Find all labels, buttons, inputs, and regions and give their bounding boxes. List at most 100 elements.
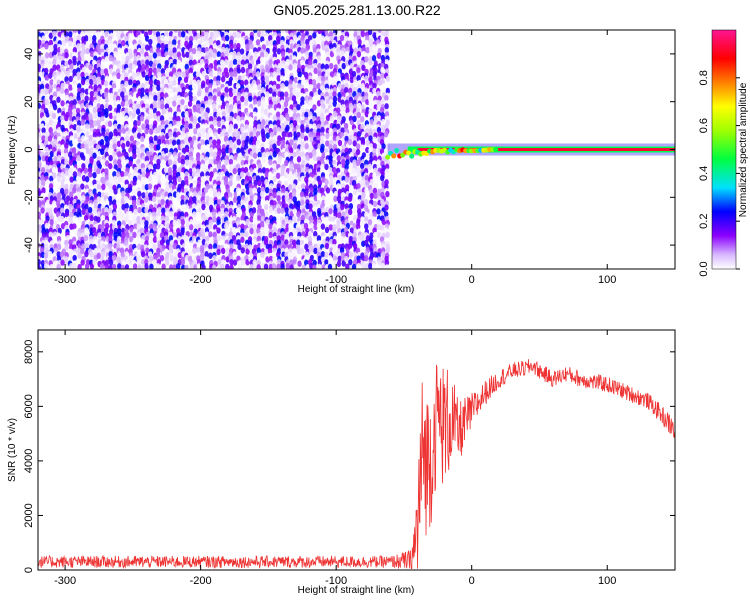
spectrogram-noise-cell xyxy=(99,262,105,269)
spectrogram-noise-cell xyxy=(81,66,86,74)
spectrogram-noise-cell xyxy=(257,162,263,170)
spectrogram-noise-cell xyxy=(336,107,341,114)
spectrogram-noise-cell xyxy=(176,59,181,66)
spectrogram-noise-cell xyxy=(93,120,98,127)
spectrogram-noise-cell xyxy=(296,211,301,218)
spectrogram-noise-cell xyxy=(136,199,141,206)
spectrogram-noise-cell xyxy=(163,78,169,86)
spectrogram-noise-cell xyxy=(172,79,177,86)
spectrogram-noise-cell xyxy=(124,196,129,203)
spectrogram-noise-cell xyxy=(184,110,189,118)
spectrogram-noise-cell xyxy=(300,126,305,134)
spectrogram-noise-cell xyxy=(80,78,86,86)
spectrogram-noise-cell xyxy=(124,35,129,43)
spectrogram-noise-cell xyxy=(103,227,109,234)
spectrogram-noise-cell xyxy=(64,158,69,166)
spectrogram-noise-cell xyxy=(121,142,126,150)
spectrogram-noise-cell xyxy=(108,215,114,222)
spectrogram-noise-cell xyxy=(52,262,57,269)
spectrogram-noise-cell xyxy=(220,119,225,126)
spectrogram-noise-cell xyxy=(180,98,185,106)
spectrogram-noise-cell xyxy=(196,62,202,70)
spectrogram-noise-cell xyxy=(304,79,310,86)
spectrogram-noise-cell xyxy=(152,47,158,54)
spectrogram-noise-cell xyxy=(148,175,153,183)
spectrogram-noise-cell xyxy=(268,223,273,230)
spectrogram-noise-cell xyxy=(248,95,253,102)
spectrogram-noise-cell xyxy=(184,154,190,162)
spectrogram-noise-cell xyxy=(60,35,65,42)
spectrogram-noise-cell xyxy=(148,108,153,115)
spectrogram-noise-cell xyxy=(384,204,389,211)
spectrogram-noise-cell xyxy=(135,108,141,115)
spectrogram-noise-cell xyxy=(85,67,90,74)
spectrogram-noise-cell xyxy=(159,232,165,239)
spectrogram-noise-cell xyxy=(180,194,185,202)
spectrogram-noise-cell xyxy=(96,119,101,127)
spectrogram-noise-cell xyxy=(81,163,86,170)
spectrogram-noise-cell xyxy=(38,102,42,110)
spectrogram-noise-cell xyxy=(52,64,57,71)
spectrogram-noise-cell xyxy=(153,154,159,162)
spectrogram-noise-cell xyxy=(193,191,198,198)
spectrogram-noise-cell xyxy=(237,103,242,111)
spectrogram-noise-cell xyxy=(224,222,229,230)
spectrogram-noise-cell xyxy=(161,108,166,115)
spectrogram-noise-cell xyxy=(159,91,165,99)
spectrogram-noise-cell xyxy=(148,242,153,250)
spectrogram-xtick-label: -300 xyxy=(54,274,76,286)
spectrogram-noise-cell xyxy=(128,52,134,59)
spectrogram-noise-cell xyxy=(53,251,58,258)
spectrogram-noise-cell xyxy=(224,59,229,66)
spectrogram-noise-cell xyxy=(96,216,101,223)
spectrogram-noise-cell xyxy=(249,43,254,51)
spectrogram-noise-cell xyxy=(232,159,238,167)
spectrogram-noise-cell xyxy=(331,151,337,158)
spectrogram-noise-cell xyxy=(359,162,365,170)
spectrogram-noise-cell xyxy=(120,251,126,259)
spectrogram-noise-cell xyxy=(68,75,73,83)
spectrogram-noise-cell xyxy=(367,163,373,170)
snr-plot-area xyxy=(38,330,675,570)
spectrogram-noise-cell xyxy=(172,74,177,82)
spectrogram-noise-cell xyxy=(233,180,238,188)
spectrogram-noise-cell xyxy=(172,131,178,138)
spectrogram-noise-cell xyxy=(240,39,245,46)
spectrogram-noise-cell xyxy=(205,132,211,140)
spectrogram-noise-cell xyxy=(116,107,121,114)
spectrogram-noise-cell xyxy=(239,80,245,87)
spectrogram-noise-cell xyxy=(60,179,66,186)
spectrogram-noise-cell xyxy=(184,122,189,130)
spectrogram-noise-cell xyxy=(372,216,377,223)
spectrogram-noise-cell xyxy=(152,107,158,115)
spectrogram-noise-cell xyxy=(96,131,102,138)
spectrogram-noise-cell xyxy=(52,172,57,179)
spectrogram-noise-cell xyxy=(279,75,285,82)
spectrogram-noise-cell xyxy=(232,259,238,266)
spectrogram-noise-cell xyxy=(120,190,126,198)
spectrogram-noise-cell xyxy=(372,136,378,144)
spectrogram-noise-cell xyxy=(69,191,74,198)
spectrogram-noise-cell xyxy=(376,231,382,239)
spectrogram-noise-cell xyxy=(189,242,194,250)
spectrogram-noise-cell xyxy=(356,111,362,119)
spectrogram-noise-cell xyxy=(129,135,135,142)
spectrogram-xtick-label: 100 xyxy=(598,274,616,286)
spectrogram-noise-cell xyxy=(77,252,82,259)
spectrogram-noise-cell xyxy=(336,260,342,268)
spectrogram-noise-cell xyxy=(201,264,206,269)
spectrogram-noise-cell xyxy=(44,243,49,250)
spectrogram-noise-cell xyxy=(56,96,61,103)
spectrogram-noise-cell xyxy=(229,259,234,266)
spectrogram-noise-cell xyxy=(149,263,154,269)
spectrogram-noise-cell xyxy=(153,135,158,142)
spectrogram-noise-cell xyxy=(149,123,154,131)
spectrogram-noise-cell xyxy=(232,31,237,38)
spectrogram-noise-cell xyxy=(252,55,258,62)
spectrogram-noise-cell xyxy=(352,188,358,196)
spectrogram-noise-cell xyxy=(116,140,122,148)
spectrogram-noise-cell xyxy=(216,138,221,146)
spectrogram-noise-cell xyxy=(316,222,322,230)
spectrogram-noise-cell xyxy=(304,143,309,150)
